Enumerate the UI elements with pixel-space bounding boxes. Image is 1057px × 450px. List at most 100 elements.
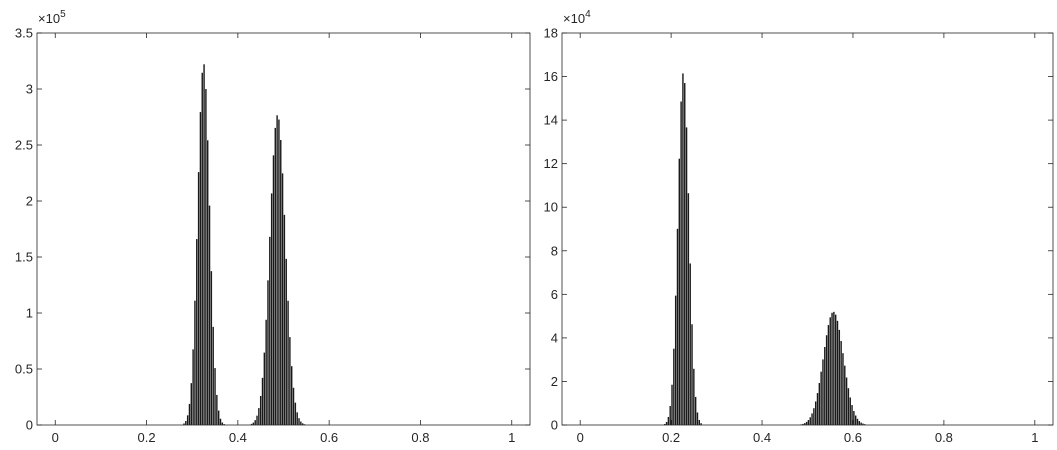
histogram-bar xyxy=(269,236,271,425)
histogram-bar xyxy=(845,377,848,425)
histogram-bar xyxy=(281,173,284,425)
histogram-bar xyxy=(298,418,300,425)
histogram-bar xyxy=(809,417,811,425)
histogram-bar xyxy=(252,422,255,425)
histogram-bar xyxy=(214,368,216,425)
histogram-bar xyxy=(831,312,833,425)
histogram-bar xyxy=(674,295,677,425)
histogram-bar xyxy=(689,263,691,425)
histogram-bar xyxy=(190,383,192,425)
histogram-bar xyxy=(694,396,697,425)
y-tick-label: 0 xyxy=(26,418,33,433)
histogram-bar xyxy=(844,365,846,425)
histogram-bar xyxy=(673,348,675,425)
histogram-bar xyxy=(838,329,841,425)
histogram-bar xyxy=(196,239,198,425)
x-tick-label: 0 xyxy=(52,430,59,445)
histogram-bar xyxy=(274,127,276,425)
histogram-bar xyxy=(693,368,695,425)
y-tick-label: 0.5 xyxy=(15,362,33,377)
y-tick-label: 10 xyxy=(544,200,558,215)
histogram-bar xyxy=(822,359,824,425)
histogram-bar xyxy=(287,300,289,425)
histogram-bar xyxy=(267,280,269,425)
x-tick-label: 0.2 xyxy=(662,430,680,445)
y-tick-label: 1 xyxy=(26,306,33,321)
histogram-bar xyxy=(667,416,670,425)
y-exponent-label: ×104 xyxy=(563,9,591,26)
histogram-bar xyxy=(802,423,804,425)
histogram-bar xyxy=(217,410,220,425)
histogram-bar xyxy=(216,394,218,425)
histogram-bar xyxy=(682,73,684,426)
histogram-bar xyxy=(847,388,850,425)
histogram-bar xyxy=(203,64,205,425)
histogram-bar xyxy=(207,140,209,425)
histogram-bar xyxy=(676,228,679,425)
histogram-bar xyxy=(807,420,810,425)
histogram-bar xyxy=(210,271,213,425)
histogram-bar xyxy=(825,335,828,425)
histogram-bars xyxy=(664,73,866,426)
histogram-bar xyxy=(183,423,185,425)
histogram-bar xyxy=(836,320,839,425)
histogram-bar xyxy=(851,405,853,425)
histogram-bar xyxy=(804,423,806,425)
y-exponent-label: ×105 xyxy=(38,9,66,26)
y-tick-label: 3.5 xyxy=(15,26,33,41)
y-tick-label: 3 xyxy=(26,82,33,97)
histogram-bar xyxy=(258,408,260,425)
histogram-bar xyxy=(221,422,224,425)
histogram-left: 0 0.2 0.4 0.6 0.8 1 0 0.5 1 1.5 2 2.5 3 3.5 ×105 xyxy=(15,9,531,445)
histogram-bar xyxy=(188,403,191,425)
y-tick-label: 6 xyxy=(551,287,558,302)
histogram-bar xyxy=(842,353,844,425)
histogram-bar xyxy=(665,421,668,425)
histogram-bar xyxy=(301,423,304,425)
y-tick-label: 18 xyxy=(544,26,558,41)
histogram-bar xyxy=(664,423,666,425)
histogram-bar xyxy=(696,412,699,425)
histogram-bar xyxy=(263,352,266,425)
histogram-bar xyxy=(272,155,275,425)
histogram-bar xyxy=(820,371,822,425)
x-tick-label: 0.2 xyxy=(138,430,156,445)
histogram-bar xyxy=(685,127,688,426)
histogram-bar xyxy=(186,415,189,425)
histogram-bar xyxy=(864,424,866,425)
histogram-bar xyxy=(834,314,837,425)
x-tick-label: 0 xyxy=(577,430,584,445)
histogram-bar xyxy=(192,349,194,425)
histogram-bar xyxy=(194,300,196,425)
histogram-bar xyxy=(250,423,253,425)
y-tick-label: 16 xyxy=(544,69,558,84)
histogram-bar xyxy=(254,420,256,425)
axes-box xyxy=(36,32,531,426)
histogram-bar xyxy=(276,115,278,426)
histogram-bar xyxy=(814,401,817,425)
y-tick-label: 12 xyxy=(544,156,558,171)
histogram-bar xyxy=(219,418,222,425)
histogram-bar xyxy=(858,421,861,425)
histogram-bar xyxy=(833,311,835,425)
histogram-bar xyxy=(827,325,830,425)
histogram-bar xyxy=(283,214,286,425)
histogram-bar xyxy=(840,340,842,425)
histogram-bar xyxy=(829,317,831,425)
histogram-bar xyxy=(296,412,298,425)
histogram-bar xyxy=(811,413,813,425)
histogram-bar xyxy=(849,397,851,425)
histogram-bar xyxy=(669,405,671,425)
y-tick-label: 2 xyxy=(26,194,33,209)
histogram-bar xyxy=(687,193,690,425)
histogram-bars xyxy=(183,64,306,426)
x-tick-label: 0.4 xyxy=(229,430,247,445)
x-tick-label: 0.6 xyxy=(320,430,338,445)
y-tick-label: 2.5 xyxy=(15,138,33,153)
histogram-bar xyxy=(816,393,819,425)
histogram-bar xyxy=(680,101,682,425)
histogram-bar xyxy=(824,347,826,425)
histogram-bar xyxy=(698,419,701,425)
